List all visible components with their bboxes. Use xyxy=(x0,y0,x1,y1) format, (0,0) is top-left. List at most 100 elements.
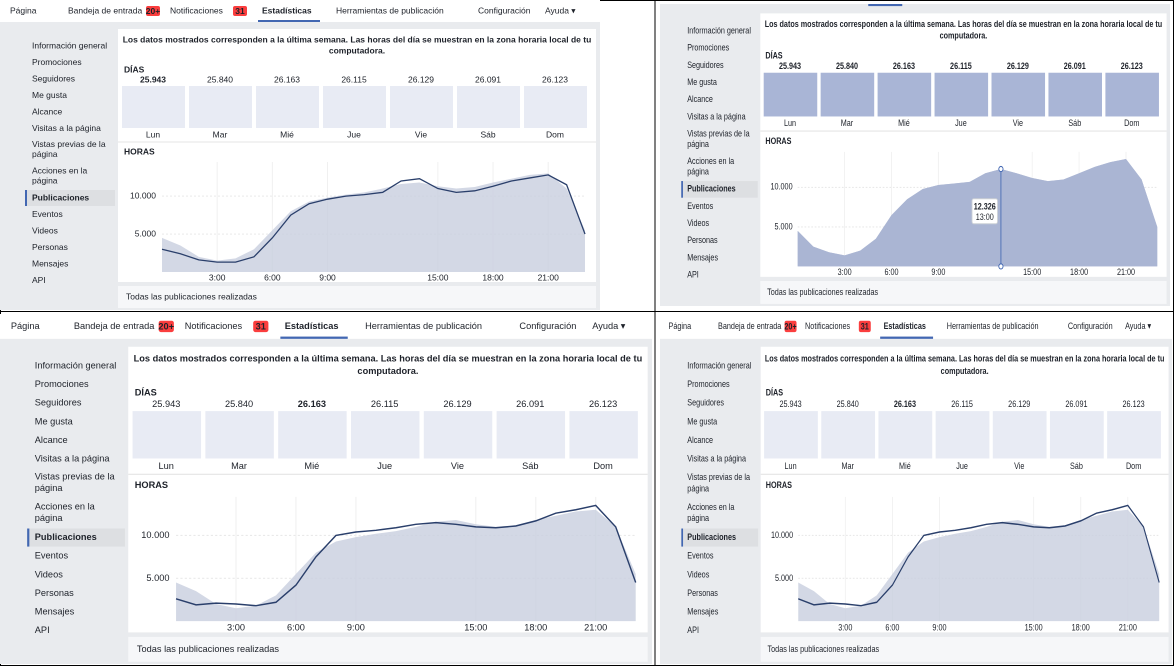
sidebar-item[interactable]: Alcance xyxy=(32,106,63,116)
sidebar-item[interactable]: Me gusta xyxy=(35,415,74,426)
nav-item[interactable]: Bandeja de entrada xyxy=(68,5,142,15)
nav-item[interactable]: Herramientas de publicación xyxy=(947,320,1039,331)
nav-item[interactable]: Bandeja de entrada xyxy=(74,320,155,331)
sidebar-item[interactable]: Promociones xyxy=(687,378,729,389)
sidebar-item[interactable]: Información general xyxy=(687,26,751,36)
day-box[interactable] xyxy=(934,72,989,117)
sidebar-item[interactable]: Vistas previas de la página xyxy=(687,129,750,149)
sidebar-item[interactable]: Mensajes xyxy=(35,605,75,616)
sidebar-item[interactable]: Vistas previas de la página xyxy=(35,471,116,493)
sidebar-item[interactable]: Videos xyxy=(687,218,709,228)
day-box[interactable] xyxy=(423,411,493,459)
nav-item[interactable]: Ayuda ▾ xyxy=(1125,320,1152,331)
footer-text[interactable]: Todas las publicaciones realizadas xyxy=(768,643,880,654)
sidebar-item[interactable]: Personas xyxy=(35,587,74,598)
day-box[interactable] xyxy=(256,86,319,128)
nav-item[interactable]: Notificaciones xyxy=(170,5,223,15)
nav-item[interactable]: Notificaciones xyxy=(805,320,850,331)
sidebar-item[interactable]: Visitas a la página xyxy=(687,453,746,464)
sidebar-item[interactable]: Publicaciones xyxy=(687,531,736,542)
sidebar-item[interactable]: Alcance xyxy=(687,434,713,445)
sidebar-item[interactable]: Me gusta xyxy=(687,415,717,426)
day-box[interactable] xyxy=(189,86,252,128)
sidebar-item[interactable]: Personas xyxy=(687,236,717,246)
sidebar-item[interactable]: Videos xyxy=(687,568,709,579)
nav-item[interactable]: Estadísticas xyxy=(262,5,312,15)
day-box[interactable] xyxy=(132,411,202,459)
sidebar-item[interactable]: Promociones xyxy=(32,57,82,67)
nav-item[interactable]: Ayuda ▾ xyxy=(592,320,625,331)
sidebar-item[interactable]: Seguidores xyxy=(32,73,75,83)
nav-item[interactable]: Página xyxy=(10,5,37,15)
sidebar-item[interactable]: Personas xyxy=(32,242,68,252)
sidebar-item[interactable]: Videos xyxy=(32,225,58,235)
sidebar-item[interactable]: Seguidores xyxy=(35,397,82,408)
sidebar-item[interactable]: Publicaciones xyxy=(687,184,736,194)
day-box[interactable] xyxy=(278,411,347,459)
nav-item[interactable]: Estadísticas xyxy=(285,320,339,331)
day-box[interactable] xyxy=(764,411,818,459)
day-box[interactable] xyxy=(878,411,933,459)
nav-item[interactable]: Notificaciones xyxy=(185,320,243,331)
sidebar-item[interactable]: Información general xyxy=(35,359,117,370)
sidebar-item[interactable]: Alcance xyxy=(35,434,68,445)
sidebar-item[interactable]: Seguidores xyxy=(687,397,724,408)
day-box[interactable] xyxy=(350,411,420,459)
sidebar-item[interactable]: Visitas a la página xyxy=(32,123,101,133)
footer-text[interactable]: Todas las publicaciones realizadas xyxy=(137,643,279,654)
sidebar-item[interactable]: Me gusta xyxy=(687,77,717,87)
sidebar-item[interactable]: Eventos xyxy=(32,209,63,219)
sidebar-item[interactable]: Visitas a la página xyxy=(687,112,746,122)
sidebar-item[interactable]: Promociones xyxy=(687,43,729,53)
sidebar-item[interactable]: Acciones en la página xyxy=(687,156,734,176)
sidebar-item[interactable]: API xyxy=(687,624,699,635)
nav-item[interactable]: Bandeja de entrada xyxy=(718,320,782,331)
day-box[interactable] xyxy=(1105,72,1159,117)
nav-item[interactable]: Configuración xyxy=(1068,320,1113,331)
day-box[interactable] xyxy=(205,411,274,459)
sidebar-item[interactable]: Vistas previas de la página xyxy=(687,471,750,494)
nav-item[interactable]: Página xyxy=(669,320,692,331)
day-box[interactable] xyxy=(1107,411,1161,459)
sidebar-item[interactable]: Eventos xyxy=(687,201,713,211)
day-box[interactable] xyxy=(122,86,185,128)
day-box[interactable] xyxy=(569,411,638,459)
nav-item[interactable]: Página xyxy=(11,320,40,331)
sidebar-item[interactable]: Acciones en la página xyxy=(32,166,88,186)
sidebar-item[interactable]: Alcance xyxy=(687,94,713,104)
sidebar-item[interactable]: API xyxy=(687,270,699,280)
day-box[interactable] xyxy=(496,411,566,459)
sidebar-item[interactable]: Personas xyxy=(687,587,718,598)
day-box[interactable] xyxy=(1049,411,1104,459)
day-box[interactable] xyxy=(390,86,453,128)
day-box[interactable] xyxy=(1048,72,1102,117)
day-box[interactable] xyxy=(820,72,875,117)
nav-item[interactable]: Herramientas de publicación xyxy=(365,320,482,331)
day-box[interactable] xyxy=(457,86,520,128)
nav-item[interactable]: Herramientas de publicación xyxy=(336,5,444,15)
sidebar-item[interactable]: Visitas a la página xyxy=(35,452,110,463)
nav-item[interactable]: Configuración xyxy=(519,320,576,331)
day-box[interactable] xyxy=(991,72,1046,117)
day-box[interactable] xyxy=(323,86,386,128)
sidebar-item[interactable]: Mensajes xyxy=(687,253,718,263)
nav-item[interactable]: Configuración xyxy=(478,5,531,15)
sidebar-item[interactable]: Promociones xyxy=(35,378,89,389)
sidebar-item[interactable]: Mensajes xyxy=(687,606,718,617)
day-box[interactable] xyxy=(524,86,587,128)
sidebar-item[interactable]: Eventos xyxy=(35,550,69,561)
sidebar-item[interactable]: Seguidores xyxy=(687,60,723,70)
nav-item[interactable]: Estadísticas xyxy=(884,320,927,331)
day-box[interactable] xyxy=(877,72,932,117)
sidebar-item[interactable]: Acciones en la página xyxy=(687,501,734,524)
footer-text[interactable]: Todas las publicaciones realizadas xyxy=(126,291,257,301)
sidebar-item[interactable]: Información general xyxy=(687,359,751,370)
sidebar-item[interactable]: Vistas previas de la página xyxy=(32,139,106,159)
sidebar-item[interactable]: Eventos xyxy=(687,550,713,561)
day-box[interactable] xyxy=(992,411,1047,459)
footer-text[interactable]: Todas las publicaciones realizadas xyxy=(767,287,878,297)
day-box[interactable] xyxy=(763,72,818,117)
sidebar-item[interactable]: Publicaciones xyxy=(35,531,97,542)
sidebar-item[interactable]: Videos xyxy=(35,568,63,579)
sidebar-item[interactable]: Publicaciones xyxy=(32,192,89,202)
